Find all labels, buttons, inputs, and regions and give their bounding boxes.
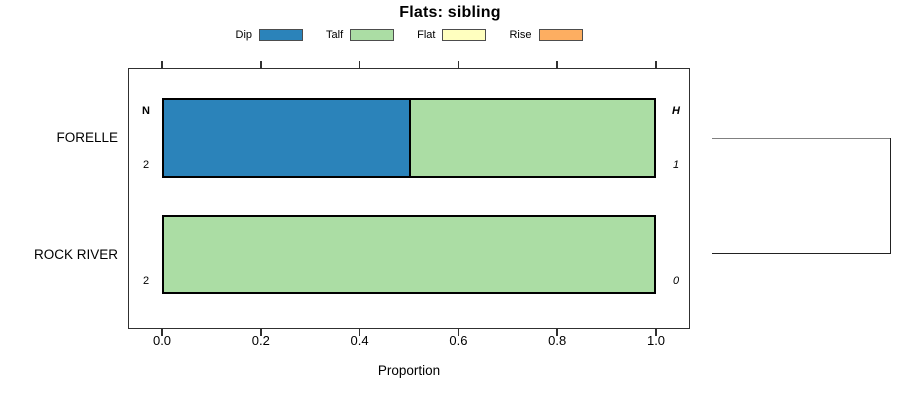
x-axis-title: Proportion [377, 363, 441, 378]
bar-forelle [162, 98, 656, 178]
x-axis-tick-label: 0.8 [548, 333, 567, 348]
legend-swatch [442, 28, 487, 41]
bar-segment-talf [164, 217, 654, 292]
annotation-n-value: 2 [142, 159, 150, 171]
x-axis-tick-label: 0.2 [251, 333, 270, 348]
legend-label: Talf [326, 28, 344, 41]
legend-item-flat: Flat [417, 28, 487, 41]
annotation-h-header: H [672, 105, 680, 117]
legend: Dip Talf Flat Rise [128, 26, 690, 43]
x-axis-tick-top [260, 61, 262, 68]
x-axis-tick-top [161, 61, 163, 68]
legend-swatch [259, 28, 304, 41]
bracket-top-line [712, 137, 890, 140]
legend-item-talf: Talf [326, 28, 395, 41]
annotation-n-value: 2 [142, 275, 150, 287]
x-axis-tick-bottom [161, 329, 163, 336]
bar-segment-dip [164, 100, 409, 176]
legend-swatch [350, 28, 395, 41]
legend-label: Rise [509, 28, 532, 41]
x-axis-tick-bottom [655, 329, 657, 336]
annotation-h-value: 1 [672, 159, 680, 171]
legend-item-dip: Dip [235, 28, 304, 41]
bar-segment-talf [409, 100, 654, 176]
bracket-vertical-line [889, 137, 892, 255]
legend-label: Flat [417, 28, 436, 41]
x-axis-tick-label: 0.6 [449, 333, 468, 348]
x-axis-tick-bottom [358, 329, 361, 336]
legend-item-rise: Rise [509, 28, 583, 41]
legend-label: Dip [235, 28, 253, 41]
y-category-label-forelle: FORELLE [56, 130, 118, 145]
legend-swatch [538, 28, 583, 41]
x-axis-tick-top [655, 61, 657, 68]
bracket-bottom-line [712, 252, 890, 255]
x-axis-tick-label: 1.0 [646, 333, 666, 348]
plot-box [128, 68, 690, 329]
x-axis-tick-bottom [457, 329, 460, 336]
chart-title: Flats: sibling [399, 4, 501, 21]
x-axis-tick-top [358, 61, 361, 68]
x-axis-tick-bottom [260, 329, 262, 336]
x-axis-tick-bottom [556, 329, 558, 336]
y-category-label-rock-river: ROCK RIVER [33, 246, 118, 262]
x-axis-tick-label: 0.0 [152, 333, 172, 348]
x-axis-tick-top [556, 61, 558, 68]
annotation-n-header: N [142, 105, 150, 117]
x-axis-tick-top [457, 61, 460, 68]
x-axis-tick-label: 0.4 [350, 333, 369, 348]
bar-rock-river [162, 215, 656, 294]
annotation-h-value: 0 [672, 275, 680, 287]
